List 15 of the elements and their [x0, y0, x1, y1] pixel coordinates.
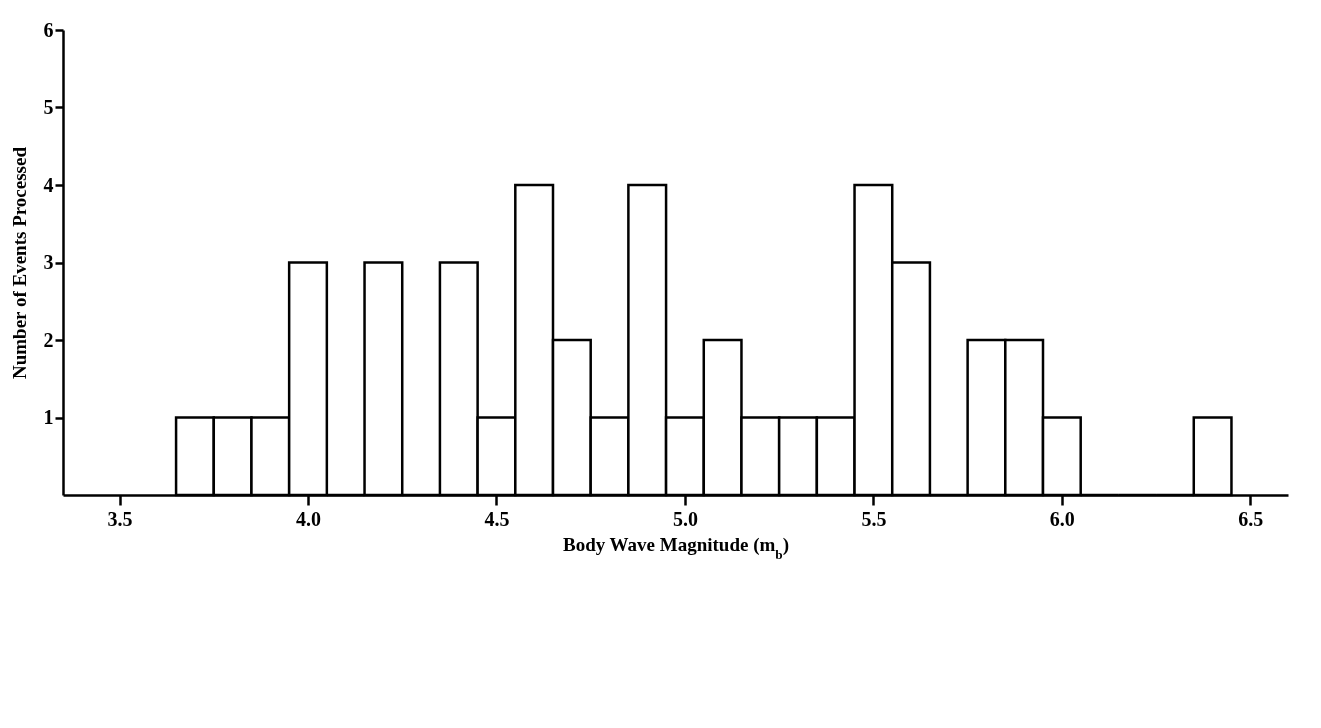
- y-tick-label: 3: [43, 251, 54, 273]
- y-tick-label: 4: [43, 173, 54, 196]
- y-tick-label: 1: [43, 406, 54, 428]
- x-tick-label: 5.5: [861, 507, 887, 530]
- x-tick-label: 3.5: [107, 507, 133, 530]
- x-tick-label: 6.0: [1049, 507, 1075, 530]
- y-tick-label: 6: [43, 18, 54, 41]
- y-axis-title: Number of Events Processed: [8, 146, 30, 380]
- x-tick-label: 4.0: [296, 507, 321, 530]
- y-tick-label: 5: [43, 96, 54, 118]
- x-tick-label: 6.5: [1238, 507, 1264, 530]
- x-tick-label: 5.0: [672, 507, 698, 530]
- x-axis-title: Body Wave Magnitude (m$_{b}$): [562, 533, 790, 561]
- y-tick-label: 2: [43, 328, 54, 351]
- x-tick-label: 4.5: [484, 507, 510, 530]
